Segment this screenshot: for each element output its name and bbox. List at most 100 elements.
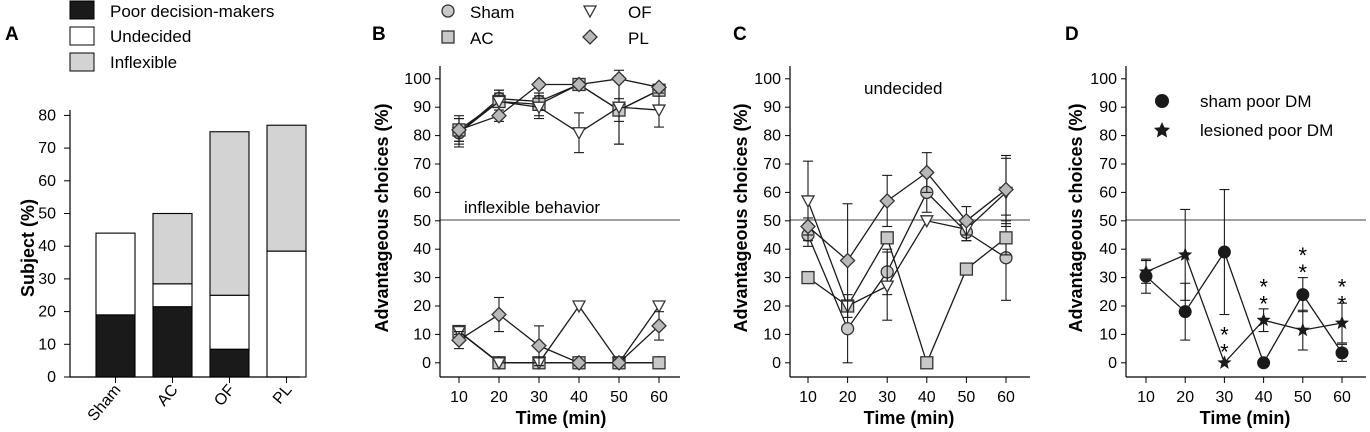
x-tick-label-40: 40 <box>918 389 936 406</box>
x-tick-label-60: 60 <box>997 389 1015 406</box>
series-pl-7-point-40 <box>571 354 587 371</box>
series-sham-poor-dm-0-line <box>1145 250 1343 365</box>
panel-b-legend: Sham AC OF PL <box>441 3 652 48</box>
panel-a-yticks: 0 10 20 30 40 50 60 70 80 <box>38 107 70 386</box>
series-of-6-point-40 <box>571 300 587 314</box>
panel-d-xlabel: Time (min) <box>1200 408 1291 428</box>
x-tick-label-40: 40 <box>1255 389 1273 406</box>
series-of-2-line <box>807 191 1007 307</box>
x-tick-label-10: 10 <box>799 389 817 406</box>
series-pl-7-point-50 <box>611 354 627 371</box>
legend-swatch-poor <box>69 0 95 20</box>
legend-marker-ac-icon <box>441 30 455 44</box>
y-tick-label-70: 70 <box>763 156 781 173</box>
y-tick-label-0: 0 <box>1108 355 1117 372</box>
y-tick-label-30: 30 <box>1099 270 1117 287</box>
significance-star-30-1: * <box>1220 323 1229 348</box>
significance-star-40-2: * <box>1259 291 1268 316</box>
panel-b-xlabel: Time (min) <box>516 408 607 428</box>
panel-d-ylabel: Advantageous choices (%) <box>1066 103 1086 332</box>
series-lesioned-poor-dm-1-point-60 <box>1334 315 1350 330</box>
legend-marker-of-icon <box>582 5 598 19</box>
panel-c-xlabel: Time (min) <box>864 408 955 428</box>
legend-swatch-inflexible <box>69 52 95 72</box>
bar-ac-poor-decision-makers <box>152 306 193 378</box>
panel-a-legend: Poor decision-makers Undecided Inflexibl… <box>69 0 274 72</box>
series-of-2-point-40 <box>571 127 587 141</box>
bar-sham-poor-decision-makers <box>95 314 136 378</box>
x-tick-label-30: 30 <box>1216 389 1234 406</box>
y-tick-label-90: 90 <box>763 99 781 116</box>
series-pl-3-point-10 <box>451 122 467 138</box>
y-tick-label-100: 100 <box>754 71 781 88</box>
series-pl-3-point-60 <box>998 181 1014 198</box>
series-ac-1-point-50 <box>959 262 974 276</box>
series-lesioned-poor-dm-1-point-30 <box>1217 355 1232 369</box>
significance-star-40-3: * <box>1259 274 1268 299</box>
series-pl-3-line <box>807 171 1007 262</box>
bar-ac-undecided <box>152 283 193 308</box>
y-tick-label-20: 20 <box>1099 298 1117 315</box>
series-sham-poor-dm-0-point-20 <box>1178 305 1192 319</box>
panel-b-plot <box>451 69 667 371</box>
y-tick-label-80: 80 <box>1099 128 1117 145</box>
significance-star-50-4: * <box>1299 260 1308 285</box>
legend-swatch-undecided <box>69 26 95 46</box>
x-tick-label-20: 20 <box>1176 389 1194 406</box>
y-tick-label-20: 20 <box>38 304 56 321</box>
y-tick-label-60: 60 <box>763 184 781 201</box>
legend-label-inflexible: Inflexible <box>110 53 177 72</box>
series-lesioned-poor-dm-1-point-40 <box>1256 312 1271 327</box>
bar-pl-undecided <box>266 250 307 378</box>
legend-label-pl: PL <box>628 29 649 48</box>
y-tick-label-0: 0 <box>772 355 781 372</box>
x-tick-label-30: 30 <box>878 389 896 406</box>
y-tick-label-20: 20 <box>413 298 431 315</box>
series-sham-0-line <box>807 191 1007 331</box>
series-pl-7-point-30 <box>531 337 547 354</box>
panel-a-bars <box>95 124 307 378</box>
series-sham-poor-dm-0-point-60 <box>1335 346 1349 360</box>
y-tick-label-50: 50 <box>1099 213 1117 230</box>
bar-of-inflexible <box>209 131 250 296</box>
y-tick-label-50: 50 <box>38 206 56 223</box>
series-ac-1-point-10 <box>801 270 815 285</box>
series-sham-poor-dm-0-point-40 <box>1257 356 1271 370</box>
x-tick-label-60: 60 <box>1333 389 1351 406</box>
series-of-2-point-60 <box>651 104 667 118</box>
panel-a-letter: A <box>5 24 19 45</box>
series-sham-poor-dm-0-point-50 <box>1296 288 1310 302</box>
series-pl-3-line <box>458 78 660 131</box>
series-of-6-point-20 <box>491 357 507 371</box>
x-tick-label-10: 10 <box>450 389 468 406</box>
panel-a-xticks: Sham AC OF PL <box>85 377 296 425</box>
series-sham-0-point-20 <box>840 322 855 336</box>
y-tick-label-70: 70 <box>1099 156 1117 173</box>
series-pl-7-line <box>458 313 660 364</box>
bar-of-undecided <box>209 294 250 350</box>
panel-d-legend: sham poor DM lesioned poor DM <box>1153 92 1333 140</box>
legend-label-undecided: Undecided <box>110 27 191 46</box>
panel-d-letter: D <box>1065 24 1079 45</box>
y-tick-label-10: 10 <box>763 326 781 343</box>
series-pl-3-point-50 <box>958 212 975 229</box>
y-tick-label-60: 60 <box>413 184 431 201</box>
panel-a-ylabel: Subject (%) <box>18 199 38 297</box>
series-pl-3-point-40 <box>571 76 587 93</box>
series-lesioned-poor-dm-1-line <box>1145 254 1343 365</box>
series-pl-3-point-20 <box>491 107 507 124</box>
x-tick-label-ac: AC <box>154 382 181 410</box>
panel-a: A Poor decision-makers Undecided Inflexi… <box>5 0 307 425</box>
y-tick-label-0: 0 <box>422 355 431 372</box>
y-tick-label-80: 80 <box>763 128 781 145</box>
x-tick-label-30: 30 <box>530 389 548 406</box>
series-of-6-point-60 <box>651 300 667 314</box>
y-tick-label-40: 40 <box>1099 241 1117 258</box>
y-tick-label-70: 70 <box>38 140 56 157</box>
legend-label-sham-poor: sham poor DM <box>1200 92 1311 111</box>
series-pl-7-point-20 <box>491 306 507 323</box>
panel-b-letter: B <box>372 24 386 45</box>
y-tick-label-50: 50 <box>763 213 781 230</box>
panel-d: D Advantageous choices (%) Time (min) sh… <box>1065 24 1366 428</box>
significance-star-50-5: * <box>1299 243 1308 268</box>
